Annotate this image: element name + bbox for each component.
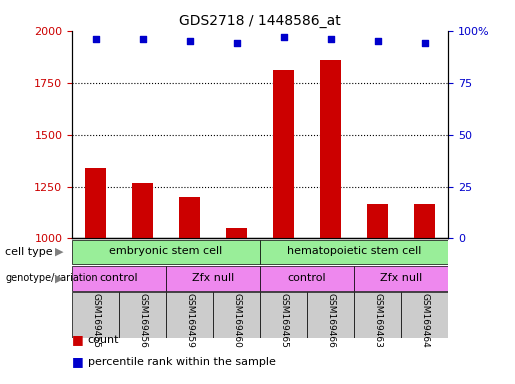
Text: GSM169455: GSM169455 [91, 293, 100, 348]
Point [327, 36, 335, 42]
Text: count: count [88, 335, 119, 345]
Point [185, 38, 194, 44]
Bar [354, 292, 401, 338]
Bar [401, 292, 448, 338]
Point [280, 34, 288, 40]
Bar [213, 292, 260, 338]
Bar [320, 60, 341, 238]
Text: GSM169460: GSM169460 [232, 293, 241, 348]
Text: GSM169459: GSM169459 [185, 293, 194, 348]
Text: percentile rank within the sample: percentile rank within the sample [88, 357, 276, 367]
Bar [166, 266, 260, 291]
Bar [85, 168, 106, 238]
Text: cell type: cell type [5, 247, 53, 257]
Text: ■: ■ [72, 333, 84, 346]
Text: genotype/variation: genotype/variation [5, 273, 98, 283]
Text: ■: ■ [72, 355, 84, 368]
Title: GDS2718 / 1448586_at: GDS2718 / 1448586_at [179, 14, 341, 28]
Text: ▶: ▶ [55, 247, 63, 257]
Point [232, 40, 241, 46]
Text: GSM169465: GSM169465 [279, 293, 288, 348]
Text: GSM169456: GSM169456 [138, 293, 147, 348]
Point [373, 38, 382, 44]
Point [420, 40, 428, 46]
Text: Zfx null: Zfx null [380, 273, 422, 283]
Bar [414, 204, 435, 238]
Text: ▶: ▶ [55, 273, 63, 283]
Text: GSM169463: GSM169463 [373, 293, 382, 348]
Text: GSM169466: GSM169466 [326, 293, 335, 348]
Text: hematopoietic stem cell: hematopoietic stem cell [287, 246, 421, 256]
Bar [367, 204, 388, 238]
Bar [307, 292, 354, 338]
Bar [273, 70, 294, 238]
Bar [226, 228, 247, 238]
Bar [179, 197, 200, 238]
Bar [72, 240, 260, 264]
Bar [166, 292, 213, 338]
Bar [72, 266, 166, 291]
Text: Zfx null: Zfx null [192, 273, 234, 283]
Bar [260, 266, 354, 291]
Text: embryonic stem cell: embryonic stem cell [110, 246, 222, 256]
Point [139, 36, 147, 42]
Point [92, 36, 100, 42]
Bar [72, 292, 119, 338]
Bar [119, 292, 166, 338]
Bar [260, 292, 307, 338]
Text: control: control [100, 273, 139, 283]
Bar [132, 184, 153, 238]
Text: GSM169464: GSM169464 [420, 293, 429, 348]
Bar [354, 266, 448, 291]
Text: control: control [288, 273, 327, 283]
Bar [260, 240, 448, 264]
